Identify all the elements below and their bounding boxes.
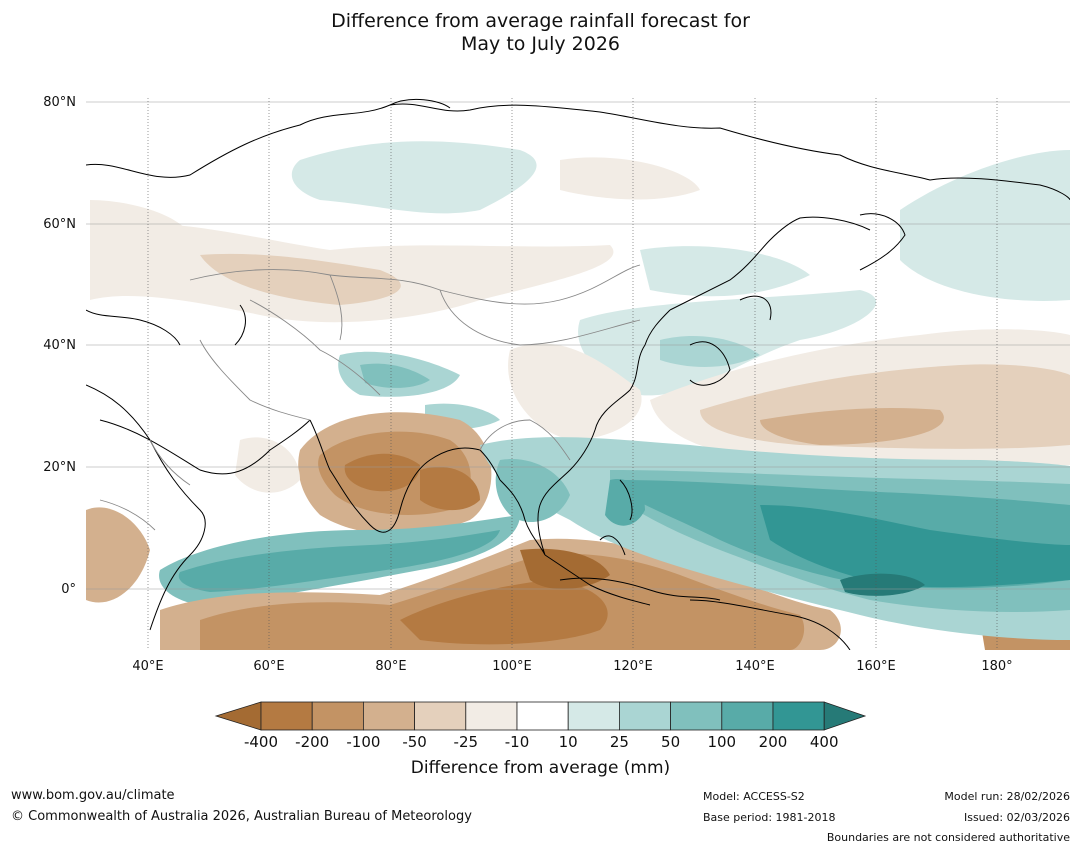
wet-region-west-pacific-4 [760,505,1070,588]
wet-region-tibet-2 [360,363,430,388]
lat-label-equator: 0° [61,582,76,597]
dry-region-central-asia-2 [200,253,401,305]
dry-region-subtropical-pacific-3 [760,408,944,445]
colorbar-tick-label: -400 [243,733,279,751]
wet-region-north-pacific [900,150,1070,301]
wet-region-south-china-sea [495,459,570,523]
dry-region-arabia [235,437,300,493]
colorbar-tick-label: 200 [758,733,788,751]
colorbar-swatch [414,701,467,731]
lon-label-100e: 100°E [492,659,532,674]
colorbar-tick-label: -25 [453,733,479,751]
graticule [86,101,1070,590]
footer-copyright: © Commonwealth of Australia 2026, Austra… [11,809,472,824]
lon-label-60e: 60°E [253,659,285,674]
lat-label-20n: 20°N [43,460,76,475]
dry-region-india-3 [344,453,420,492]
colorbar-swatch [516,701,569,731]
lat-label-60n: 60°N [43,217,76,232]
lon-label-120e: 120°E [613,659,653,674]
country-boundaries [99,264,641,531]
wet-region-okhotsk [640,246,810,297]
lat-label-40n: 40°N [43,338,76,353]
wet-region-philippines [605,479,645,526]
footer-issued: Issued: 02/03/2026 [963,811,1070,824]
colorbar-swatch [362,701,415,731]
colorbar-swatch [721,701,774,731]
dry-region-africa [86,507,150,603]
colorbar-title: Difference from average (mm) [410,758,671,778]
wet-region-west-pacific-core [840,573,925,596]
map-title-line2: May to July 2026 [461,33,620,55]
colorbar-swatch [260,701,313,731]
colorbar-swatch [772,701,825,731]
lon-label-140e: 140°E [735,659,775,674]
coastlines [86,99,1070,650]
footer-model-run: Model run: 28/02/2026 [944,790,1070,803]
dry-region-siberia [560,157,700,200]
footer-disclaimer: Boundaries are not considered authoritat… [826,831,1070,844]
anomaly-field [86,141,1070,650]
dry-region-bay-bengal [420,466,480,511]
lon-label-160e: 160°E [856,659,896,674]
colorbar-tick-label: -50 [402,733,427,751]
rainfall-anomaly-map [86,98,1070,650]
meridians [147,98,998,650]
colorbar-tick-label: 25 [609,733,629,751]
colorbar-tick-label: 400 [809,733,839,751]
footer-base-period: Base period: 1981-2018 [703,811,836,824]
wet-region-indian-ocean-2 [178,530,500,592]
wet-region-japan-2 [660,335,760,367]
lon-label-80e: 80°E [375,659,407,674]
colorbar-tick-label: 100 [707,733,737,751]
colorbar-swatch [567,701,620,731]
colorbar-tick-label: -100 [346,733,381,751]
footer-model: Model: ACCESS-S2 [703,790,805,803]
colorbar-swatch [670,701,723,731]
footer-url[interactable]: www.bom.gov.au/climate [11,788,175,803]
wet-region-arctic [291,141,537,214]
colorbar-swatch [311,701,364,731]
colorbar-swatch-min [214,701,262,731]
colorbar-swatch [619,701,672,731]
lon-label-180: 180° [981,659,1013,674]
colorbar-tick-label: -10 [504,733,530,751]
dry-region-china [508,343,642,440]
dry-region-ural [90,200,190,245]
dry-region-south-indian-ocean-3 [400,580,608,645]
lon-label-40e: 40°E [132,659,164,674]
colorbar-tick-label: 10 [558,733,578,751]
colorbar-swatch-max [823,701,867,731]
map-title-line1: Difference from average rainfall forecas… [331,10,750,32]
colorbar-swatch [465,701,518,731]
colorbar-tick-label: 50 [661,733,681,751]
colorbar-tick-label: -200 [295,733,330,751]
lat-label-80n: 80°N [43,95,76,110]
